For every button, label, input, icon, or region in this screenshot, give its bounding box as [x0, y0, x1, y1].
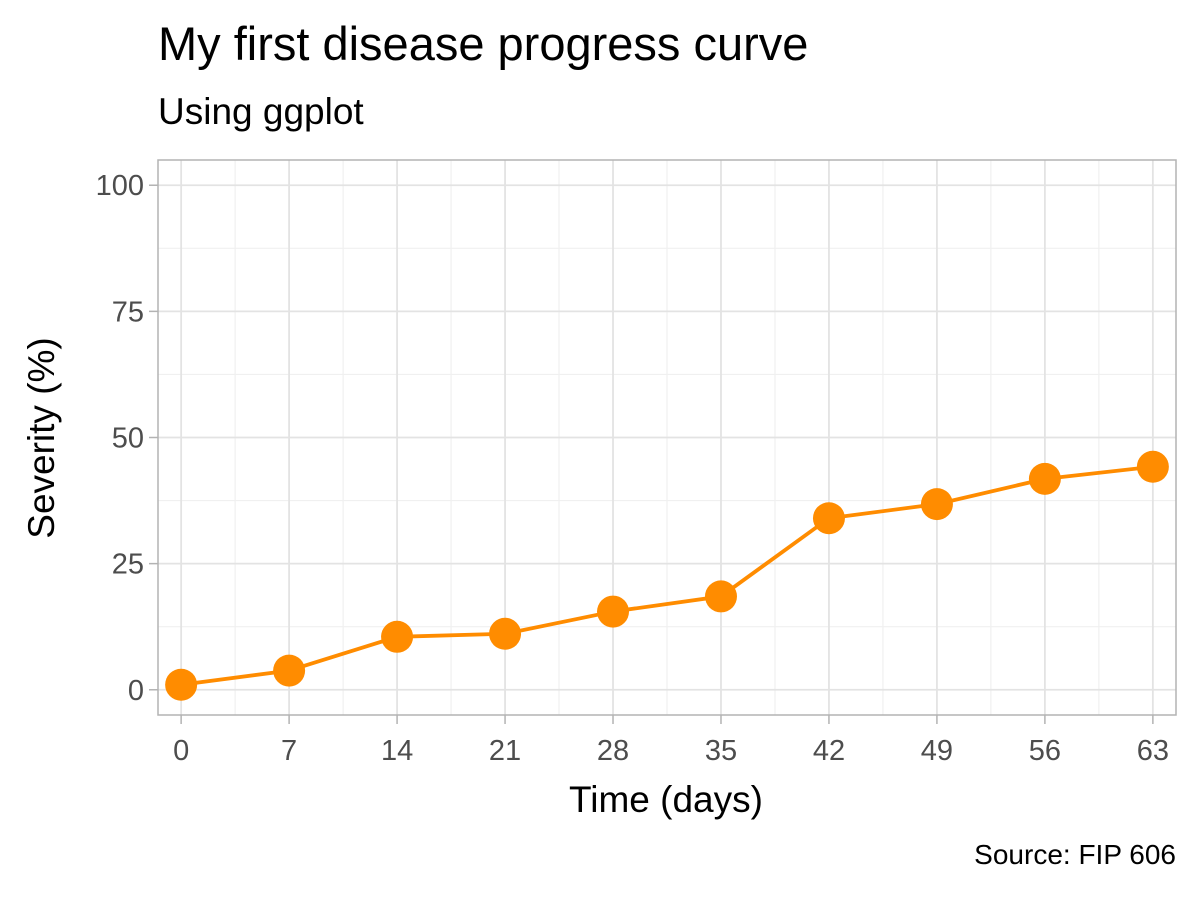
major-gridlines — [158, 160, 1176, 715]
data-point — [273, 654, 306, 687]
data-point — [1028, 462, 1061, 495]
chart-caption: Source: FIP 606 — [974, 839, 1176, 870]
data-series — [165, 450, 1169, 701]
x-tick-label: 42 — [813, 735, 845, 767]
data-point — [920, 488, 953, 521]
y-tick-label: 0 — [128, 675, 144, 707]
y-tick-label: 25 — [112, 549, 144, 581]
data-point — [597, 595, 630, 628]
x-tick-label: 49 — [921, 735, 953, 767]
x-axis-title: Time (days) — [569, 779, 763, 820]
y-tick-label: 75 — [112, 296, 144, 328]
y-tick-label: 50 — [112, 423, 144, 455]
chart-title: My first disease progress curve — [158, 17, 809, 70]
y-tick-label: 100 — [96, 170, 144, 202]
x-tick-label: 28 — [597, 735, 629, 767]
x-tick-label: 7 — [281, 735, 297, 767]
y-axis-title: Severity (%) — [21, 337, 62, 538]
x-tick-label: 56 — [1029, 735, 1061, 767]
axis-ticks — [149, 184, 1154, 724]
series-line — [180, 464, 1154, 687]
chart-subtitle: Using ggplot — [158, 91, 364, 132]
x-tick-label: 63 — [1137, 735, 1169, 767]
x-tick-label: 35 — [705, 735, 737, 767]
data-point — [1136, 450, 1169, 483]
x-tick-label: 0 — [173, 735, 189, 767]
tick-labels: 0 7 14 21 28 35 42 49 56 63 0 25 50 75 100 — [96, 170, 1169, 767]
data-point — [165, 668, 198, 701]
data-point — [812, 502, 845, 535]
data-point — [381, 620, 414, 653]
data-point — [704, 580, 737, 613]
x-tick-label: 14 — [381, 735, 413, 767]
data-point — [489, 617, 522, 650]
x-tick-label: 21 — [489, 735, 521, 767]
